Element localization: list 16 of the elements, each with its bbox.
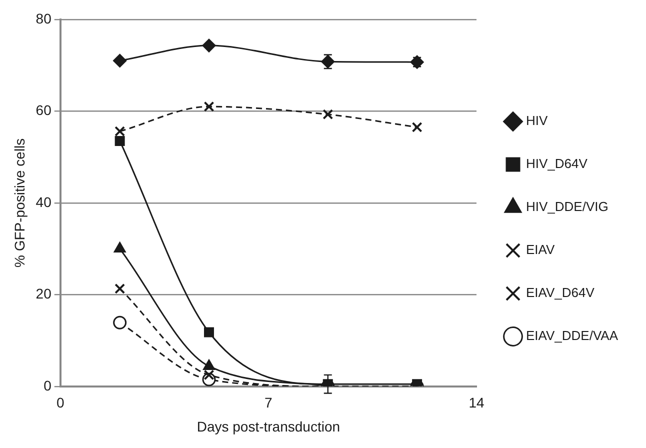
legend-label: EIAV bbox=[526, 242, 555, 258]
x-axis-title: Days post-transduction bbox=[196, 418, 340, 434]
x-tick-label: 7 bbox=[264, 394, 273, 411]
y-tick-label: 60 bbox=[36, 102, 52, 118]
legend-label: HIV bbox=[526, 113, 548, 128]
y-tick-label: 0 bbox=[44, 377, 52, 394]
y-tick-label: 40 bbox=[36, 194, 52, 210]
legend-label: EIAV_D64V bbox=[526, 285, 595, 300]
legend-label: EIAV_DDE/VAA bbox=[526, 328, 618, 344]
y-tick-label: 80 bbox=[36, 10, 52, 26]
y-tick-label: 20 bbox=[36, 286, 52, 302]
legend-label: HIV_D64V bbox=[526, 156, 588, 172]
x-tick-label: 14 bbox=[468, 394, 484, 411]
y-axis-title: % GFP-positive cells bbox=[11, 138, 28, 268]
x-tick-label: 0 bbox=[56, 394, 64, 411]
legend-label: HIV_DDE/VIG bbox=[526, 199, 608, 214]
